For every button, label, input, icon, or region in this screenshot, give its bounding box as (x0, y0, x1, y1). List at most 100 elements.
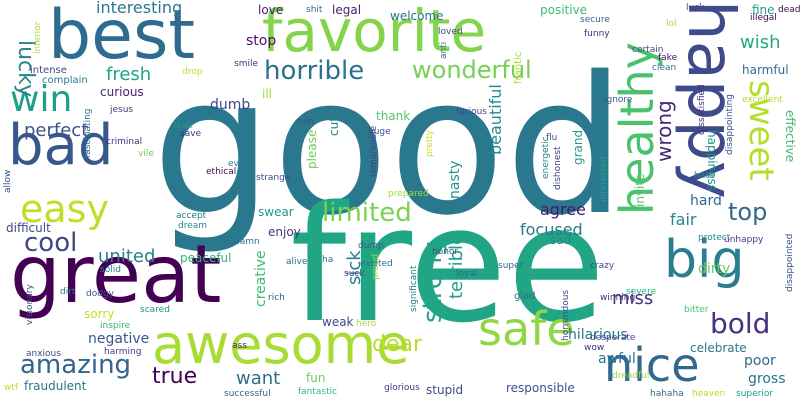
word: hate (694, 171, 715, 181)
word: fake (658, 53, 678, 63)
word: lol (666, 19, 677, 29)
word: great (10, 228, 222, 321)
word: ha (322, 255, 334, 265)
word: protect (698, 233, 731, 243)
word: bold (710, 307, 771, 340)
word: unhappy (724, 235, 764, 245)
word: fun (306, 371, 326, 385)
word: funny (584, 29, 610, 39)
word: evil (228, 159, 244, 169)
word: dumb (210, 97, 251, 113)
word: ignore (604, 95, 633, 105)
word: awful (598, 351, 636, 367)
word: miss (612, 288, 654, 309)
word: vile (138, 149, 154, 159)
word: clean (652, 63, 677, 73)
word: strange (256, 173, 291, 183)
word: positive (540, 3, 588, 17)
word: illegal (750, 13, 777, 23)
word: crazy (590, 261, 615, 271)
word: heaven (692, 389, 726, 399)
word: super (498, 261, 524, 271)
word: agree (540, 200, 586, 219)
word: dodgy (86, 289, 114, 299)
word: true (152, 364, 198, 389)
word: shit (306, 5, 323, 15)
word: leak (174, 121, 193, 131)
word: honor (432, 247, 459, 257)
word: glorious (384, 383, 420, 393)
word: want (236, 368, 281, 389)
word: responsible (506, 381, 575, 395)
word: invite (633, 173, 647, 207)
word: terrible (446, 233, 467, 299)
word: dissatisfied (697, 84, 707, 135)
word: perfect (24, 120, 89, 141)
word: loyal (456, 269, 478, 279)
word: successful (224, 389, 271, 399)
word: peaceful (180, 251, 232, 265)
word: stupid (426, 383, 464, 397)
word: certain (632, 45, 664, 55)
word: smile (234, 59, 258, 69)
word: love (258, 3, 284, 17)
word: dirt (60, 287, 76, 297)
word: significant (409, 265, 419, 312)
word: secure (580, 15, 610, 25)
word: grand (571, 129, 585, 165)
word: excited (360, 259, 393, 269)
word: wrong (652, 100, 676, 162)
word: ill (262, 87, 273, 101)
word: celebrate (690, 341, 747, 355)
word: jesus (110, 105, 134, 115)
word: hero (356, 319, 377, 329)
word: energetic (541, 136, 551, 179)
word: top (728, 198, 768, 226)
word: weak (322, 315, 354, 329)
word: frantic (513, 51, 524, 84)
word: horrendous (561, 289, 571, 341)
word: alive (286, 257, 308, 267)
word: glad (514, 291, 536, 302)
word: dirty (698, 261, 731, 277)
word: cool (24, 228, 78, 258)
word: remarkable (369, 125, 379, 177)
word: united (98, 246, 156, 267)
word: fascinating (83, 108, 93, 159)
word: complain (42, 75, 88, 86)
word: nice (604, 338, 700, 392)
word: interested (599, 156, 609, 202)
word: limited (322, 198, 412, 228)
word: focused (520, 220, 583, 239)
word: pretty (425, 129, 435, 157)
word: accept (176, 211, 207, 221)
word: harming (104, 347, 142, 357)
word: criminal (106, 137, 143, 147)
word: visionary (25, 284, 35, 325)
word: desperate (590, 333, 636, 343)
word: big (664, 230, 745, 290)
word: win (10, 79, 73, 120)
word: ruin (296, 117, 314, 127)
word: swear (258, 205, 294, 219)
word: dishonest (553, 146, 563, 190)
word: poor (744, 353, 776, 369)
word: excellent (742, 95, 783, 105)
word: dump (358, 241, 384, 251)
word: wonderful (412, 56, 532, 84)
word: inspire (100, 321, 131, 331)
word: hahaha (650, 389, 684, 399)
word: damn (234, 237, 260, 247)
word: awesome (152, 313, 410, 376)
word: thank (376, 109, 411, 123)
word: ethical (206, 167, 237, 177)
word: stop (246, 33, 277, 49)
word: favorite (262, 0, 487, 65)
word: sorry (84, 307, 115, 321)
word: enjoy (268, 225, 301, 239)
word: bad (8, 113, 114, 178)
word: disappointed (785, 233, 795, 292)
word: allow (3, 169, 13, 193)
word: easy (20, 187, 109, 231)
